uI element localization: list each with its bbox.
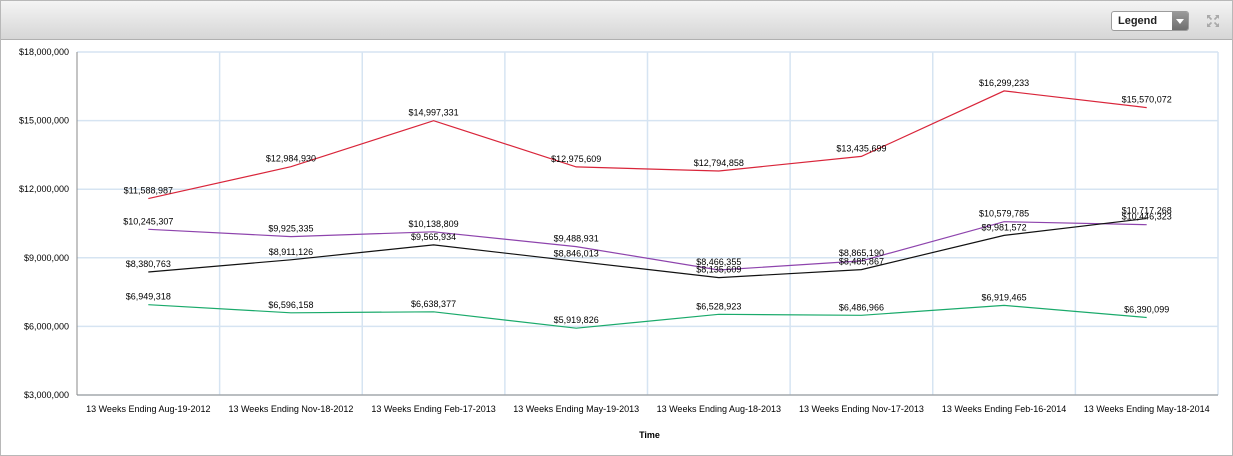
y-tick-label: $18,000,000 [19, 47, 69, 57]
y-tick-label: $6,000,000 [24, 321, 69, 331]
x-tick-label: 13 Weeks Ending Aug-18-2013 [657, 404, 781, 414]
data-label: $10,138,809 [409, 219, 459, 229]
chevron-down-icon[interactable] [1172, 12, 1188, 30]
data-label: $5,919,826 [554, 315, 599, 325]
data-label: $6,486,966 [839, 302, 884, 312]
legend-dropdown[interactable]: Legend [1111, 11, 1189, 31]
x-tick-label: 13 Weeks Ending May-18-2014 [1084, 404, 1210, 414]
data-label: $13,435,699 [836, 143, 886, 153]
series-line [148, 217, 1147, 279]
data-label: $8,466,355 [696, 257, 741, 267]
x-tick-label: 13 Weeks Ending May-19-2013 [513, 404, 639, 414]
y-tick-label: $3,000,000 [24, 390, 69, 400]
data-label: $15,570,072 [1122, 95, 1172, 105]
data-label: $9,488,931 [554, 234, 599, 244]
data-label: $6,596,158 [268, 300, 313, 310]
x-tick-label: 13 Weeks Ending Nov-18-2012 [228, 404, 353, 414]
data-label: $8,846,013 [554, 248, 599, 258]
data-label: $6,638,377 [411, 299, 456, 309]
x-tick-label: 13 Weeks Ending Feb-17-2013 [371, 404, 495, 414]
x-tick-label: 13 Weeks Ending Aug-19-2012 [86, 404, 210, 414]
data-label: $6,919,465 [982, 292, 1027, 302]
expand-icon[interactable] [1206, 14, 1220, 28]
data-label: $8,865,190 [839, 248, 884, 258]
data-label: $12,984,930 [266, 154, 316, 164]
data-label: $10,446,323 [1122, 212, 1172, 222]
data-label: $11,588,987 [124, 186, 173, 196]
y-tick-label: $15,000,000 [19, 116, 69, 126]
y-tick-label: $9,000,000 [24, 253, 69, 263]
data-label: $10,717,268 [1122, 206, 1172, 216]
data-label: $9,981,572 [982, 222, 1027, 232]
data-label: $12,794,858 [694, 158, 744, 168]
chart-toolbar: Legend [1, 1, 1232, 40]
data-label: $14,997,331 [409, 108, 459, 118]
series-line [148, 90, 1147, 200]
data-label: $10,245,307 [123, 216, 173, 226]
data-label: $6,949,318 [126, 292, 171, 302]
x-tick-label: 13 Weeks Ending Feb-16-2014 [942, 404, 1066, 414]
data-label: $9,565,934 [411, 232, 456, 242]
data-label: $8,485,867 [839, 257, 884, 267]
legend-dropdown-label: Legend [1118, 15, 1158, 27]
x-axis-title: Time [639, 430, 660, 440]
data-label: $16,299,233 [979, 78, 1029, 88]
data-label: $8,911,126 [269, 247, 313, 257]
data-label: $8,380,763 [126, 259, 171, 269]
data-label: $9,925,335 [268, 224, 313, 234]
data-label: $6,528,923 [696, 301, 741, 311]
y-tick-label: $12,000,000 [19, 184, 69, 194]
series-line [148, 304, 1147, 329]
x-tick-label: 13 Weeks Ending Nov-17-2013 [799, 404, 924, 414]
data-label: $8,135,609 [696, 265, 741, 275]
data-label: $10,579,785 [979, 209, 1029, 219]
data-label: $6,390,099 [1124, 304, 1169, 314]
data-label: $12,975,609 [551, 154, 601, 164]
series-line [148, 221, 1147, 271]
